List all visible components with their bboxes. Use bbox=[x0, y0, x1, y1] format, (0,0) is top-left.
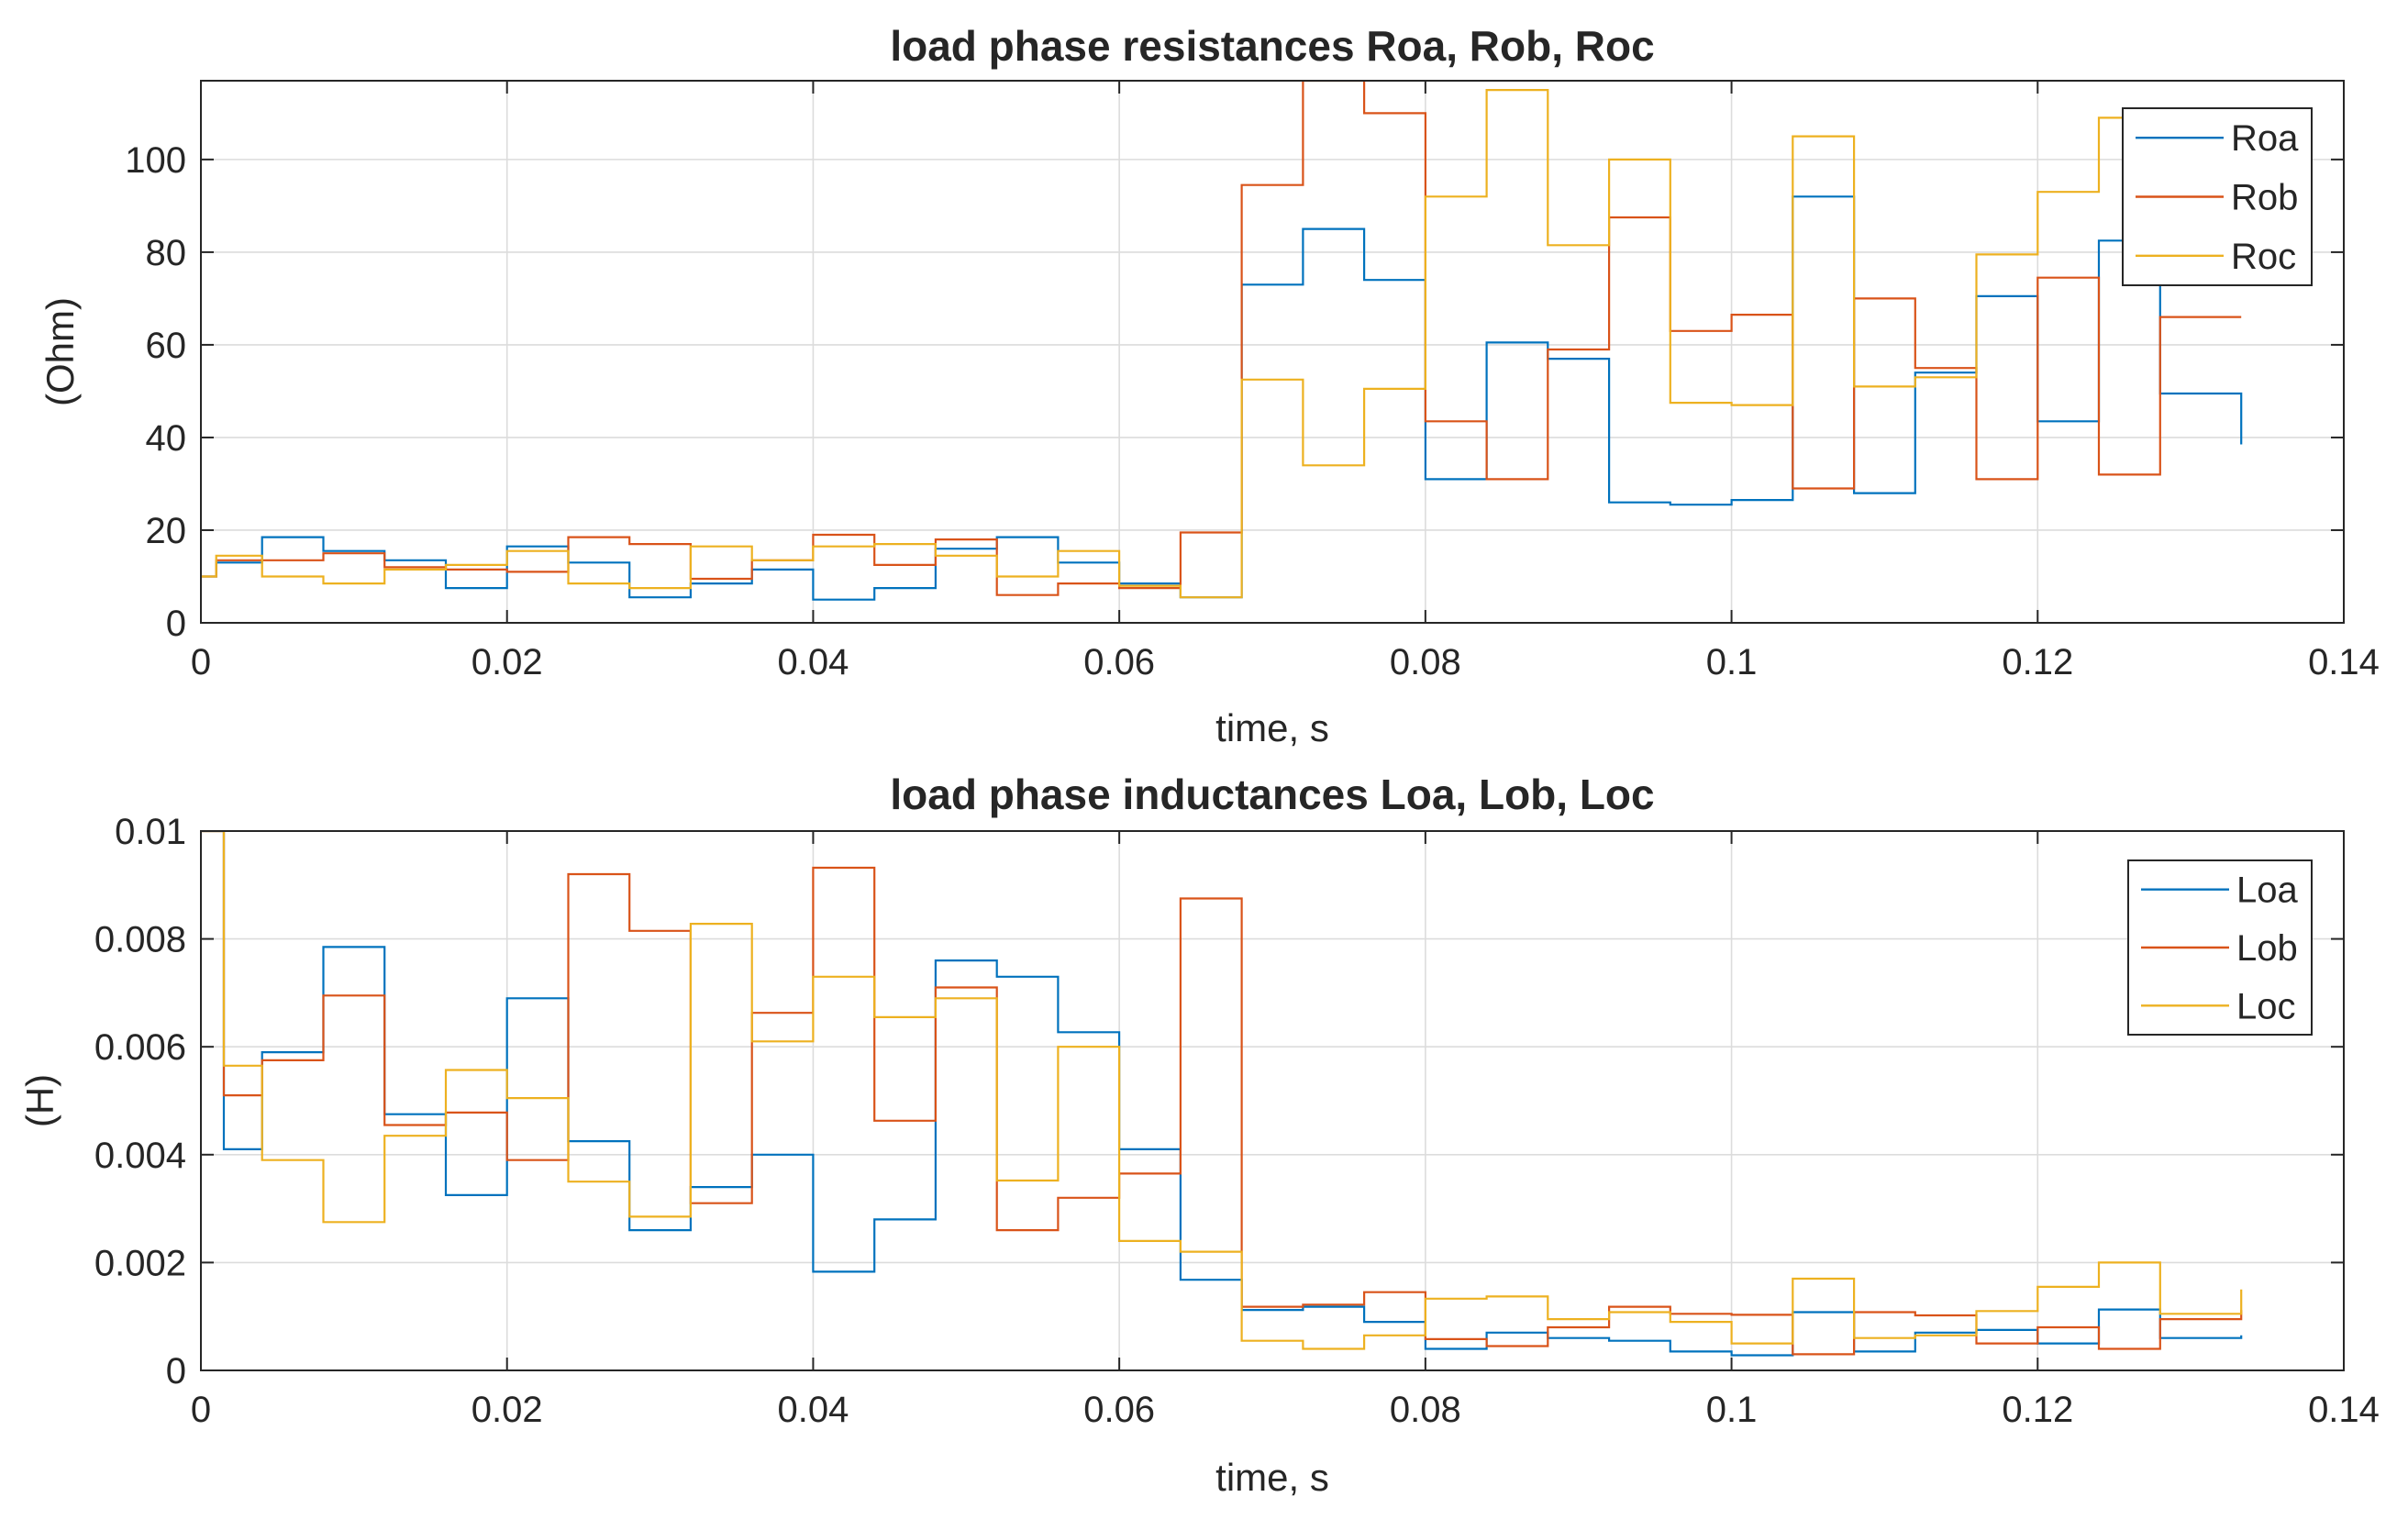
x-tick-label: 0.12 bbox=[2002, 642, 2073, 682]
axes-box bbox=[200, 830, 2345, 1371]
legend-label-loa: Loa bbox=[2236, 870, 2298, 911]
x-tick-label: 0.14 bbox=[2308, 1390, 2380, 1430]
plot-area bbox=[201, 81, 2344, 623]
chart-title: load phase resistances Roa, Rob, Roc bbox=[890, 22, 1654, 70]
y-tick-label: 0 bbox=[166, 604, 186, 644]
x-tick-label: 0.04 bbox=[777, 642, 849, 682]
legend: Loa Lob Loc bbox=[2127, 859, 2313, 1036]
y-tick-label: 0.01 bbox=[115, 812, 186, 852]
x-tick-label: 0.02 bbox=[472, 1390, 543, 1430]
resistance-chart: 0 0.02 0.04 0.06 0.08 0.1 0.12 0.14 0 20 40 60 80 100… bbox=[39, 22, 2380, 749]
x-tick-label: 0.14 bbox=[2308, 642, 2380, 682]
y-tick-label: 100 bbox=[125, 140, 186, 181]
series-line-roc bbox=[201, 89, 2242, 599]
x-tick-label: 0 bbox=[191, 1390, 211, 1430]
y-tick-label: 60 bbox=[146, 326, 187, 366]
series-line-lob bbox=[201, 831, 2243, 1356]
y-tick-label: 0.008 bbox=[94, 920, 186, 960]
y-axis-label: (Ohm) bbox=[39, 297, 82, 406]
x-tick-label: 0.06 bbox=[1083, 642, 1155, 682]
axes-box bbox=[200, 80, 2345, 624]
y-tick-label: 0 bbox=[166, 1351, 186, 1391]
x-tick-label: 0.08 bbox=[1390, 642, 1461, 682]
inductance-chart: 0 0.02 0.04 0.06 0.08 0.1 0.12 0.14 0 0.002 0.004 0… bbox=[18, 771, 2380, 1499]
y-tick-label: 0.004 bbox=[94, 1136, 186, 1176]
legend-label-lob: Lob bbox=[2236, 928, 2298, 969]
chart-title: load phase inductances Loa, Lob, Loc bbox=[890, 771, 1654, 818]
y-axis-label: (H) bbox=[18, 1074, 61, 1127]
plot-area bbox=[201, 831, 2344, 1370]
legend: Roa Rob Roc bbox=[2122, 107, 2313, 286]
x-tick-label: 0.1 bbox=[1706, 1390, 1758, 1430]
x-tick-label: 0 bbox=[191, 642, 211, 682]
x-tick-label: 0.12 bbox=[2002, 1390, 2073, 1430]
x-axis-label: time, s bbox=[1215, 706, 1329, 749]
x-tick-label: 0.08 bbox=[1390, 1390, 1461, 1430]
legend-label-roc: Roc bbox=[2231, 237, 2296, 277]
series-line-loc bbox=[201, 831, 2243, 1350]
x-tick-label: 0.06 bbox=[1083, 1390, 1155, 1430]
legend-label-roa: Roa bbox=[2231, 118, 2299, 159]
x-tick-label: 0.04 bbox=[777, 1390, 849, 1430]
x-tick-label: 0.02 bbox=[472, 642, 543, 682]
y-tick-label: 0.006 bbox=[94, 1027, 186, 1068]
y-tick-label: 80 bbox=[146, 233, 187, 273]
legend-label-loc: Loc bbox=[2236, 986, 2296, 1026]
y-tick-label: 40 bbox=[146, 418, 187, 459]
y-tick-label: 20 bbox=[146, 511, 187, 551]
x-tick-label: 0.1 bbox=[1706, 642, 1758, 682]
x-axis-label: time, s bbox=[1215, 1456, 1329, 1499]
legend-label-rob: Rob bbox=[2231, 178, 2298, 218]
y-tick-label: 0.002 bbox=[94, 1243, 186, 1283]
